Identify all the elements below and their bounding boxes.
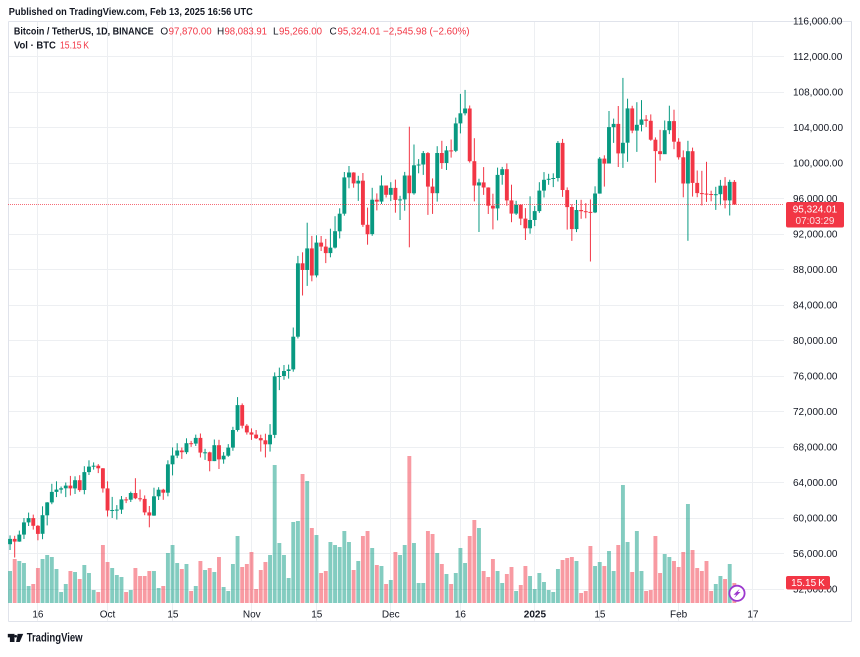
- svg-text:60,000.00: 60,000.00: [793, 514, 838, 525]
- svg-text:112,000.00: 112,000.00: [793, 52, 843, 63]
- svg-text:84,000.00: 84,000.00: [793, 301, 838, 312]
- svg-text:15: 15: [594, 610, 606, 621]
- svg-text:Published on TradingView.com,: Published on TradingView.com, Feb 13, 20…: [9, 7, 253, 18]
- svg-text:15.15 K: 15.15 K: [791, 578, 825, 589]
- svg-text:88,000.00: 88,000.00: [793, 265, 838, 276]
- svg-text:100,000.00: 100,000.00: [793, 159, 843, 170]
- svg-text:116,000.00: 116,000.00: [793, 17, 843, 28]
- svg-text:07:03:29: 07:03:29: [796, 216, 835, 227]
- svg-text:15: 15: [311, 610, 323, 621]
- svg-text:Nov: Nov: [243, 610, 261, 621]
- svg-text:68,000.00: 68,000.00: [793, 443, 838, 454]
- svg-text:72,000.00: 72,000.00: [793, 407, 838, 418]
- svg-text:96,000.00: 96,000.00: [793, 194, 838, 205]
- svg-text:Feb: Feb: [670, 610, 688, 621]
- svg-text:64,000.00: 64,000.00: [793, 478, 838, 489]
- svg-text:104,000.00: 104,000.00: [793, 123, 843, 134]
- svg-text:17: 17: [747, 610, 759, 621]
- svg-text:92,000.00: 92,000.00: [793, 230, 838, 241]
- svg-text:Dec: Dec: [382, 610, 400, 621]
- svg-text:95,324.01: 95,324.01: [793, 205, 838, 216]
- svg-text:56,000.00: 56,000.00: [793, 549, 838, 560]
- svg-text:16: 16: [32, 610, 44, 621]
- svg-text:15: 15: [167, 610, 179, 621]
- svg-text:2025: 2025: [524, 610, 547, 621]
- svg-text:52,000.00: 52,000.00: [793, 585, 838, 596]
- svg-text:80,000.00: 80,000.00: [793, 336, 838, 347]
- svg-text:76,000.00: 76,000.00: [793, 372, 838, 383]
- svg-text:108,000.00: 108,000.00: [793, 88, 843, 99]
- svg-text:Oct: Oct: [100, 610, 116, 621]
- svg-text:16: 16: [455, 610, 467, 621]
- svg-text:TradingView: TradingView: [27, 633, 83, 645]
- svg-text:Bitcoin / TetherUS, 1D, BINANC: Bitcoin / TetherUS, 1D, BINANCE O97,870.0…: [14, 26, 470, 37]
